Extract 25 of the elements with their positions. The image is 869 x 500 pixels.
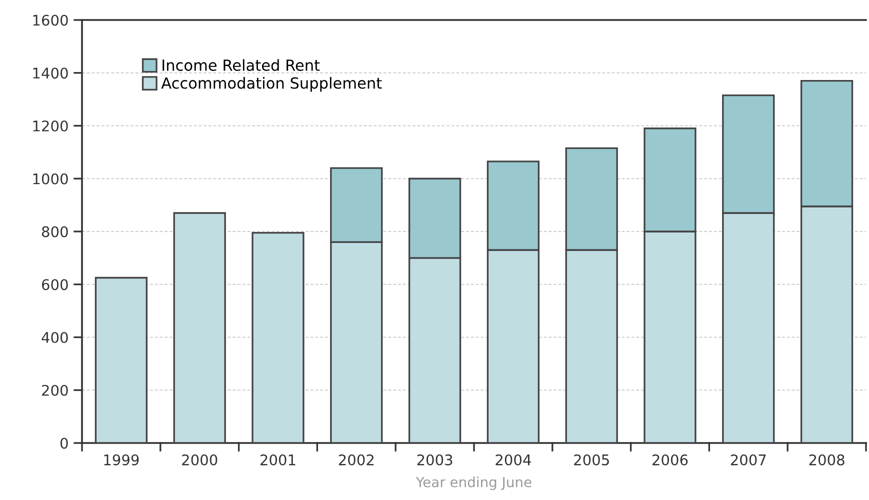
x-tick-label: 2005 <box>574 454 609 466</box>
x-tick-label: 2000 <box>182 454 218 466</box>
y-tick-label: 200 <box>42 384 68 396</box>
y-tick-label: 800 <box>42 226 68 238</box>
y-tick-label: 1600 <box>33 14 68 26</box>
x-tick-label: 2001 <box>260 454 296 466</box>
legend-label: Accommodation Supplement <box>161 76 382 92</box>
x-tick-label: 2003 <box>417 454 452 466</box>
x-axis-title: Year ending June <box>416 476 532 490</box>
bar <box>94 276 148 443</box>
x-tick-label: 2002 <box>338 454 374 466</box>
x-tick-label: 2007 <box>730 454 766 466</box>
bar <box>173 212 226 443</box>
y-tick-label: 400 <box>42 332 68 343</box>
y-tick-label: 1200 <box>33 120 68 132</box>
x-tick-label: 2008 <box>809 454 844 466</box>
y-tick-label: 0 <box>60 438 68 449</box>
y-tick-label: 1400 <box>33 68 68 79</box>
bar <box>252 232 304 443</box>
x-tick-label: 2004 <box>496 454 531 466</box>
x-tick-label: 2006 <box>652 454 688 466</box>
legend-label: Income Related Rent <box>162 59 320 71</box>
y-tick-label: 1000 <box>33 173 68 184</box>
y-tick-label: 600 <box>42 279 68 290</box>
x-tick-label: 1999 <box>104 454 139 466</box>
